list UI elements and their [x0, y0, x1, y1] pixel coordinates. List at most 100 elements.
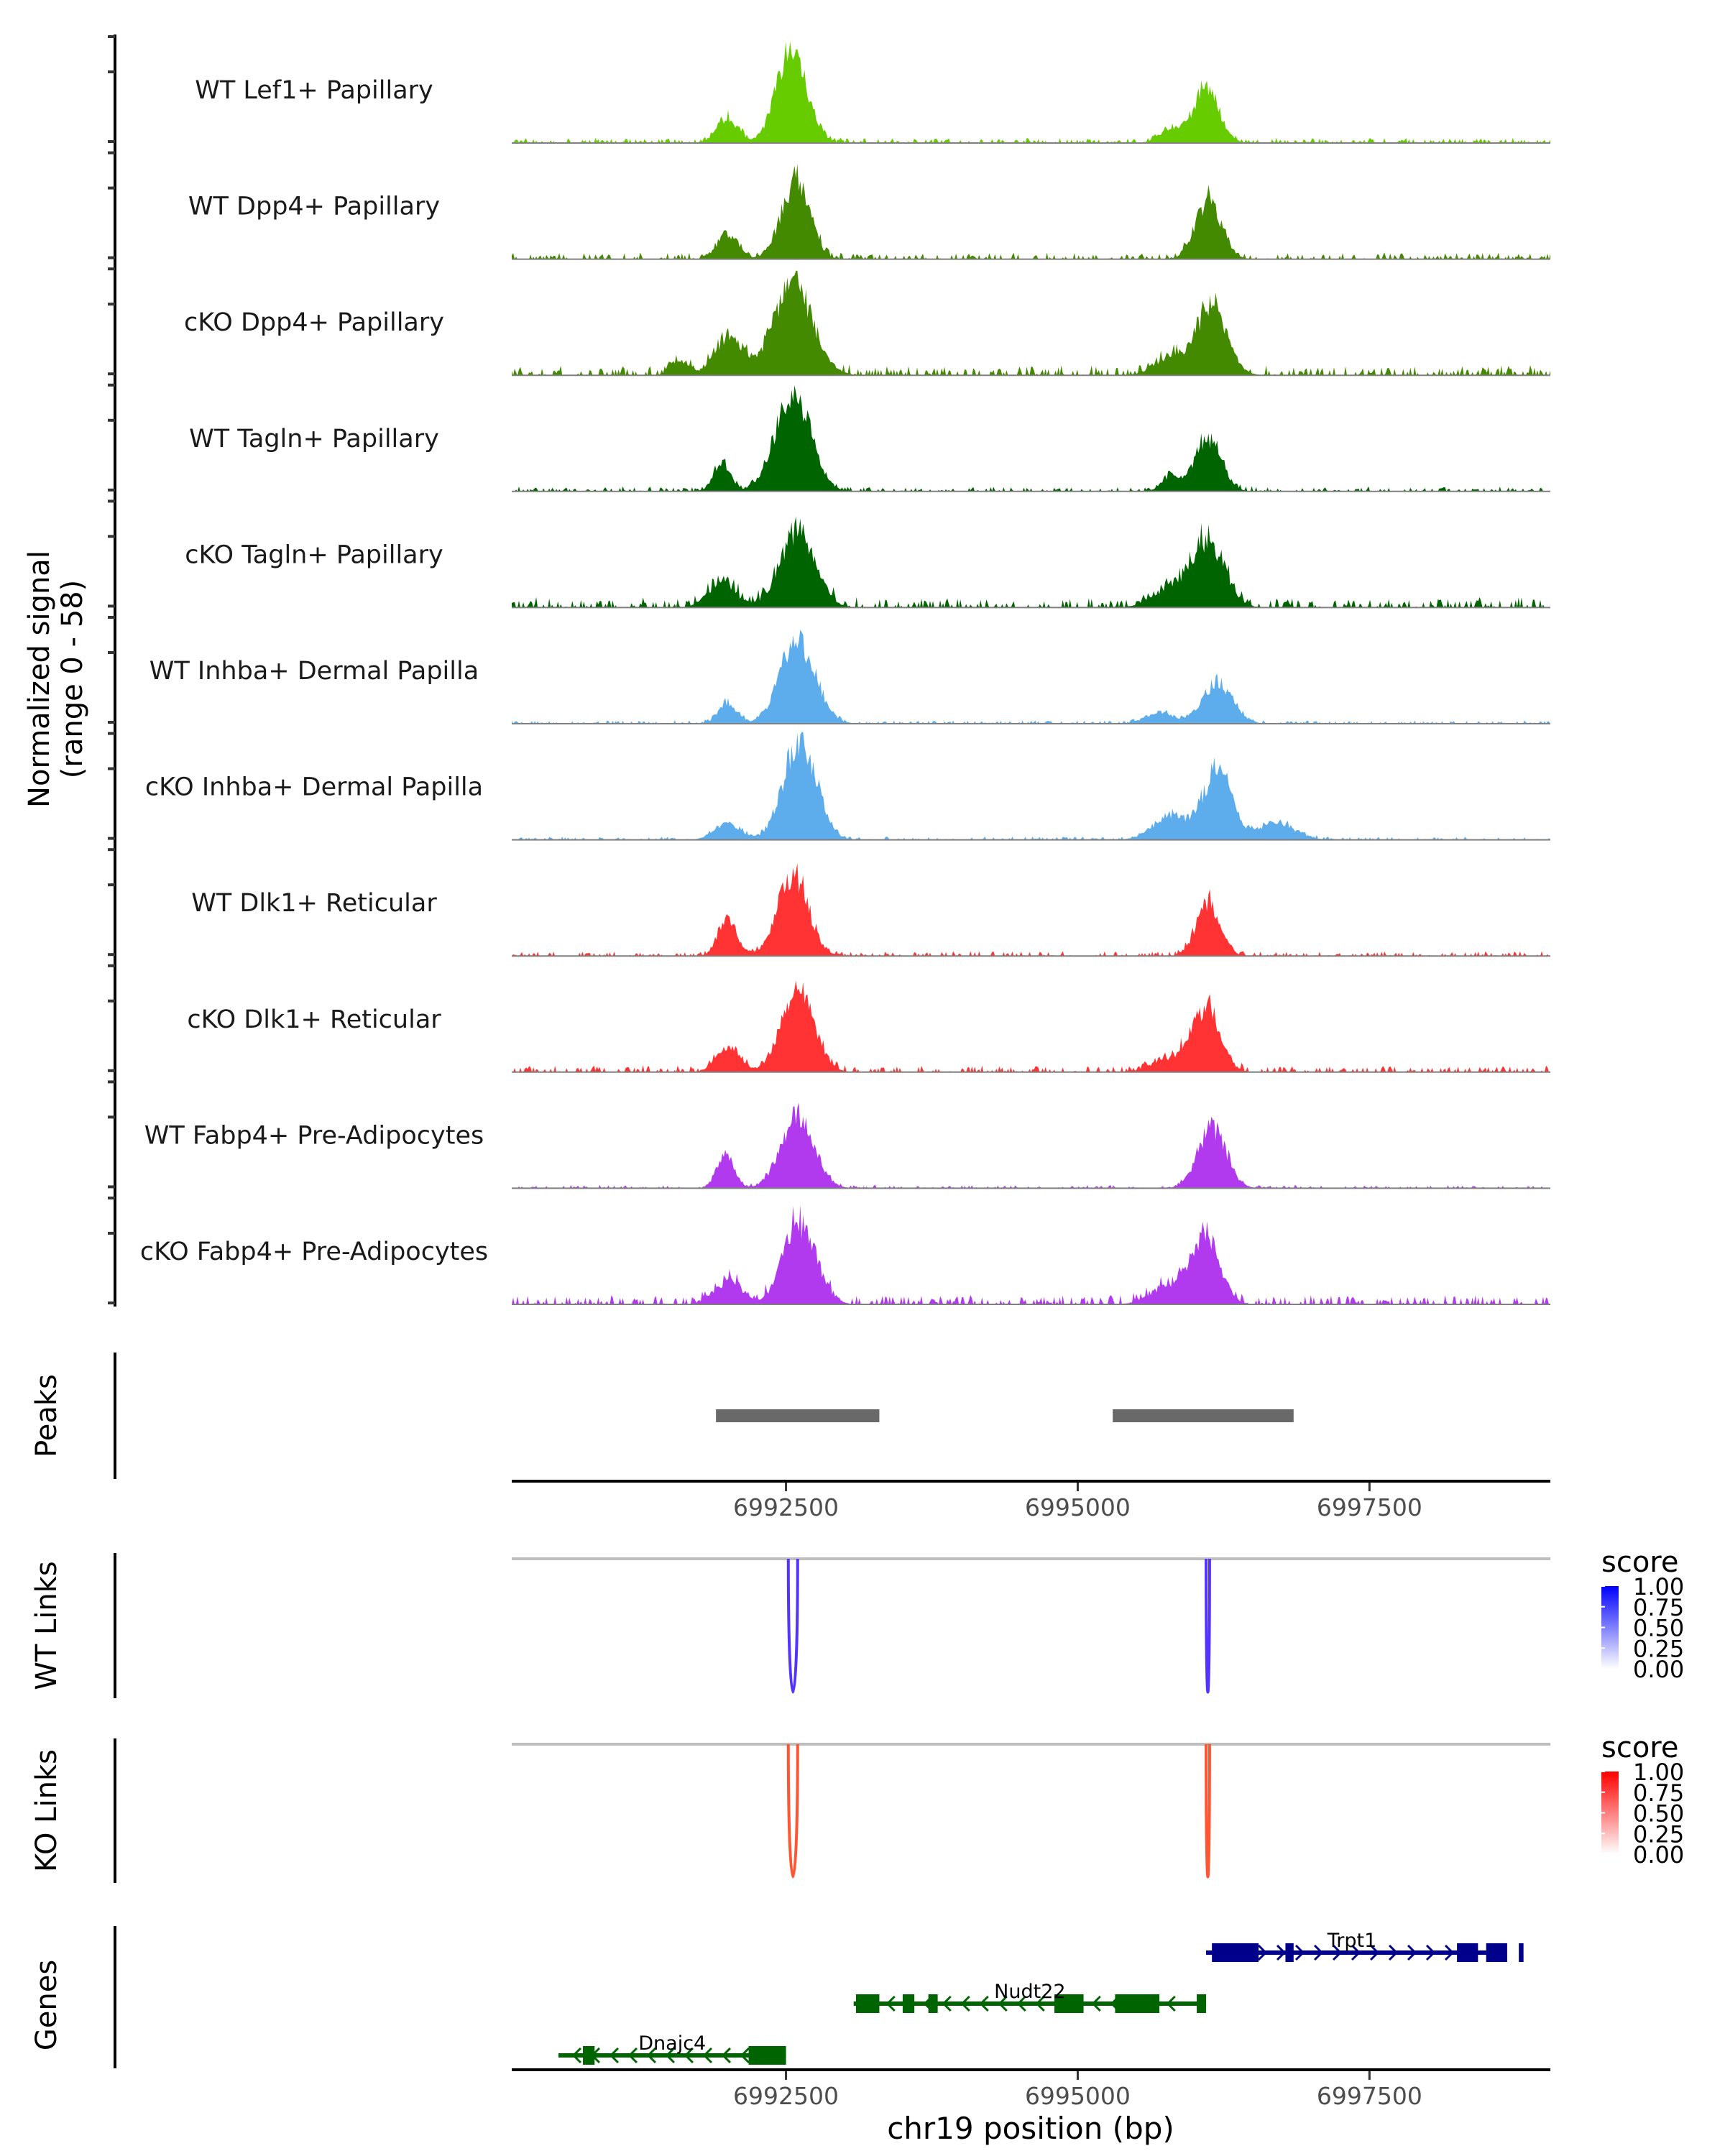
- strand-arrow-icon: [571, 2047, 582, 2064]
- legend-tick-label: 1.00: [1633, 1573, 1684, 1600]
- gene-exon: [1054, 1994, 1084, 2013]
- gene-exon: [1197, 1994, 1207, 2013]
- coverage-track: cKO Dlk1+ Reticular: [187, 980, 1550, 1073]
- track-label: cKO Fabp4+ Pre-Adipocytes: [140, 1238, 488, 1266]
- track-label: cKO Inhba+ Dermal Papilla: [145, 773, 483, 802]
- peak-intervals: [716, 1409, 1294, 1422]
- gene-name-label: Dnajc4: [638, 2032, 706, 2055]
- coverage-area: [512, 863, 1550, 957]
- strand-arrow-icon: [1035, 1995, 1045, 2012]
- strand-arrow-icon: [979, 1995, 989, 2012]
- strand-arrow-icon: [1313, 1944, 1324, 1961]
- gene-exon: [1285, 1943, 1294, 1962]
- gene-model: Trpt1: [1206, 1930, 1524, 1962]
- x-tick-label: 6997500: [1317, 1493, 1422, 1521]
- gene-name-label: Trpt1: [1327, 1930, 1377, 1952]
- gene-exon: [1115, 1994, 1160, 2013]
- gene-exon: [583, 2046, 595, 2065]
- strand-arrow-icon: [627, 2047, 638, 2064]
- coverage-area: [512, 732, 1550, 840]
- link-arc: [786, 1743, 799, 1879]
- legend-tick-label: 0.25: [1633, 1635, 1684, 1662]
- strand-arrow-icon: [665, 2047, 676, 2064]
- coverage-area: [512, 1204, 1550, 1304]
- strand-arrow-icon: [1091, 1995, 1101, 2012]
- coverage-area: [512, 163, 1550, 259]
- x-tick-label: 6995000: [1025, 1493, 1131, 1521]
- strand-arrow-icon: [721, 2047, 732, 2064]
- gene-exon: [1519, 1943, 1524, 1962]
- peaks-track-label: Peaks: [30, 1374, 63, 1457]
- legend-tick-label: 0.50: [1633, 1615, 1684, 1642]
- coverage-track: cKO Tagln+ Papillary: [185, 516, 1550, 609]
- coverage-track: cKO Dpp4+ Papillary: [184, 270, 1550, 377]
- genes-x-ticks: 6992500 6995000 6997500: [733, 2071, 1422, 2110]
- strand-arrow-icon: [1425, 1944, 1436, 1961]
- coverage-area: [512, 41, 1550, 143]
- strand-arrow-icon: [1294, 1944, 1305, 1961]
- legend-tick-label: 0.50: [1633, 1800, 1684, 1828]
- peak-interval: [1113, 1409, 1294, 1422]
- coverage-track: WT Inhba+ Dermal Papilla: [150, 630, 1550, 724]
- track-label: cKO Dpp4+ Papillary: [184, 308, 444, 337]
- coverage-area: [512, 980, 1550, 1072]
- x-axis-title: chr19 position (bp): [887, 2111, 1174, 2146]
- strand-arrow-icon: [998, 1995, 1008, 2012]
- link-track-label: KO Links: [30, 1749, 63, 1872]
- legend-tick-label: 0.75: [1633, 1594, 1684, 1621]
- peak-interval: [716, 1409, 880, 1422]
- track-label: WT Tagln+ Papillary: [189, 425, 439, 453]
- legend-tick-label: 0.00: [1633, 1656, 1684, 1683]
- coverage-track: WT Dlk1+ Reticular: [191, 863, 1550, 957]
- coverage-tracks: WT Lef1+ Papillary WT Dpp4+ Papillary cKO …: [140, 41, 1550, 1305]
- gene-exon: [902, 1994, 915, 2013]
- link-arc: [786, 1558, 799, 1694]
- coverage-area: [512, 385, 1550, 492]
- gene-exon: [748, 2046, 786, 2065]
- gene-models: Trpt1 Nudt22 Dnajc4: [558, 1930, 1524, 2065]
- track-label: cKO Dlk1+ Reticular: [187, 1005, 441, 1034]
- gene-exon: [855, 1994, 880, 2013]
- link-track-label: WT Links: [30, 1561, 63, 1690]
- track-label: cKO Tagln+ Papillary: [185, 540, 443, 569]
- legend-tick-label: 0.00: [1633, 1841, 1684, 1869]
- coverage-track: WT Lef1+ Papillary: [195, 41, 1550, 144]
- peaks-panel: Peaks 6992500 6995000 6997500: [30, 1353, 1550, 1521]
- strand-arrow-icon: [960, 1995, 970, 2012]
- coverage-track: WT Dpp4+ Papillary: [188, 163, 1550, 260]
- track-label: WT Fabp4+ Pre-Adipocytes: [144, 1121, 484, 1150]
- legend-tick-label: 0.75: [1633, 1779, 1684, 1807]
- track-label: WT Dlk1+ Reticular: [191, 889, 437, 918]
- coverage-track: cKO Fabp4+ Pre-Adipocytes: [140, 1204, 1550, 1305]
- gene-model: Dnajc4: [558, 2032, 786, 2065]
- coverage-area: [512, 630, 1550, 724]
- strand-arrow-icon: [1166, 1995, 1176, 2012]
- track-label: WT Inhba+ Dermal Papilla: [150, 657, 479, 686]
- coverage-area: [512, 516, 1550, 608]
- legend-title: score: [1601, 1731, 1678, 1764]
- strand-arrow-icon: [1257, 1944, 1268, 1961]
- coverage-y-ticks: [108, 35, 115, 1304]
- strand-arrow-icon: [1407, 1944, 1417, 1961]
- peaks-x-ticks: 6992500 6995000 6997500: [733, 1483, 1422, 1521]
- track-label: WT Dpp4+ Papillary: [188, 193, 440, 221]
- strand-arrow-icon: [1351, 1944, 1361, 1961]
- x-tick-label: 6992500: [733, 1493, 839, 1521]
- gene-model: Nudt22: [853, 1981, 1207, 2013]
- y-axis-title-sub: (range 0 - 58): [56, 580, 89, 778]
- coverage-track: WT Fabp4+ Pre-Adipocytes: [144, 1102, 1550, 1189]
- gene-exon: [1212, 1943, 1259, 1962]
- track-label: WT Lef1+ Papillary: [195, 76, 433, 105]
- gene-exon: [1486, 1943, 1507, 1962]
- legend-tick-label: 1.00: [1633, 1759, 1684, 1786]
- coverage-area: [512, 1102, 1550, 1189]
- strand-arrow-icon: [609, 2047, 620, 2064]
- x-tick-label: 6992500: [733, 2082, 839, 2110]
- strand-arrow-icon: [942, 1995, 952, 2012]
- strand-arrow-icon: [1276, 1944, 1287, 1961]
- legend-tick-label: 0.25: [1633, 1820, 1684, 1848]
